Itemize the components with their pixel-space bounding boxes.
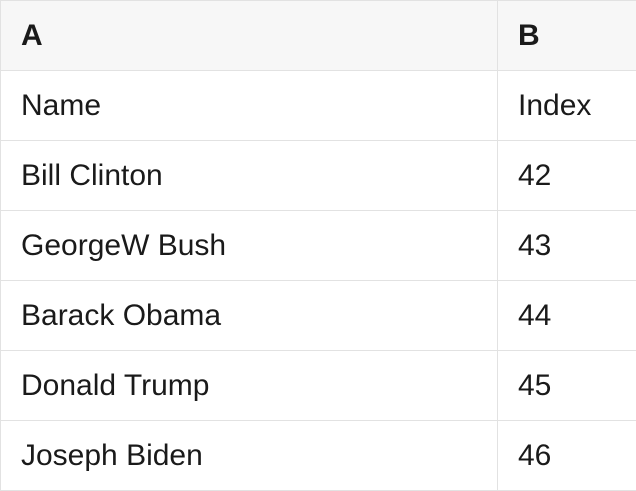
column-header-row: A B: [1, 1, 636, 71]
cell-index[interactable]: 44: [497, 281, 636, 350]
cell-index[interactable]: 42: [497, 141, 636, 210]
cell-index[interactable]: 43: [497, 211, 636, 280]
cell-index-label[interactable]: Index: [497, 71, 636, 140]
cell-name[interactable]: Barack Obama: [21, 298, 222, 332]
cell-name-label[interactable]: Name: [21, 88, 102, 122]
cell-name[interactable]: Joseph Biden: [21, 438, 203, 472]
column-header-b[interactable]: B: [497, 1, 636, 70]
cell-name[interactable]: GeorgeW Bush: [21, 228, 227, 262]
table-row-joseph-biden: Joseph Biden 46: [1, 421, 636, 491]
table-row-field-labels: Name Index: [1, 71, 636, 141]
cell-name[interactable]: Donald Trump: [21, 368, 210, 402]
cell-index[interactable]: 46: [497, 421, 636, 490]
table-row-georgew-bush: GeorgeW Bush 43: [1, 211, 636, 281]
cell-index[interactable]: 45: [497, 351, 636, 420]
table-row-barack-obama: Barack Obama 44: [1, 281, 636, 351]
table-row-bill-clinton: Bill Clinton 42: [1, 141, 636, 211]
column-header-a[interactable]: A: [21, 18, 43, 52]
table-row-donald-trump: Donald Trump 45: [1, 351, 636, 421]
cell-name[interactable]: Bill Clinton: [21, 158, 163, 192]
